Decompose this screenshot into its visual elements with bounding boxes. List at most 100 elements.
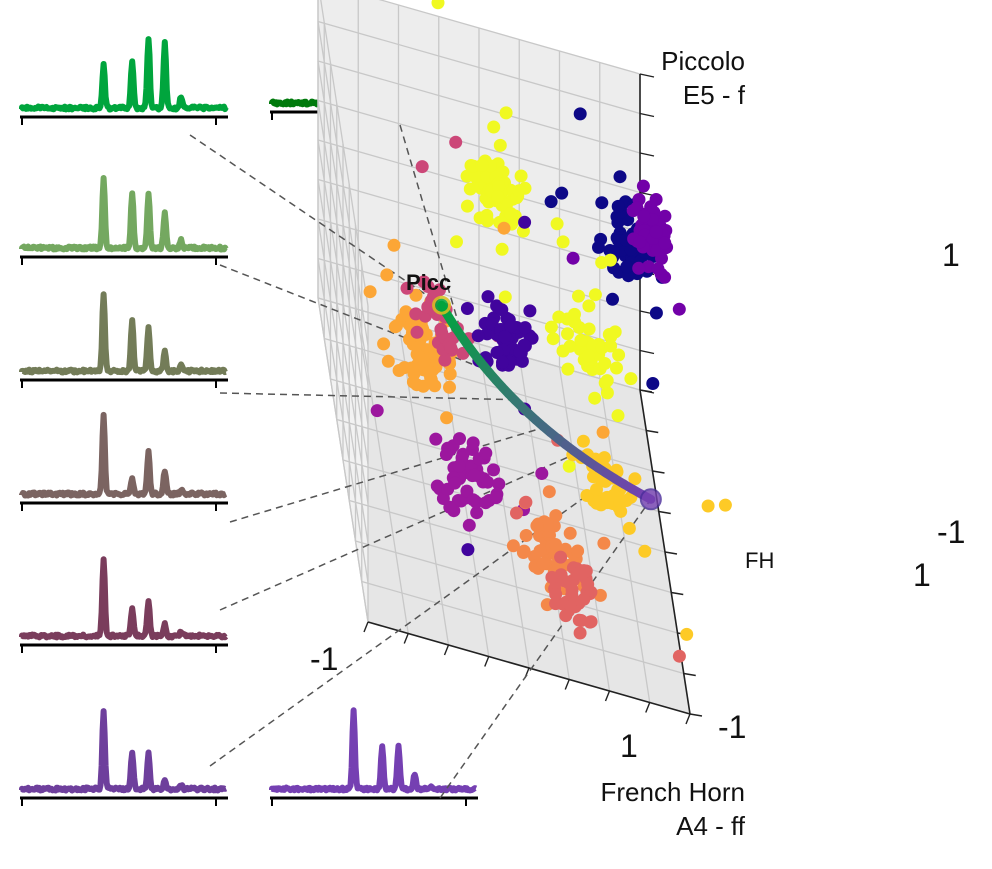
- scatter-point: [481, 214, 494, 228]
- scatter-point: [549, 587, 563, 601]
- scatter-point: [552, 310, 566, 324]
- scatter-point: [448, 476, 462, 490]
- scatter-point: [495, 242, 509, 256]
- gridline: [320, 0, 369, 307]
- scatter-point: [680, 627, 694, 641]
- scatter-point: [649, 193, 663, 206]
- y-tick-mark: [652, 470, 665, 474]
- scatter-point: [628, 472, 642, 486]
- scatter-point: [672, 649, 686, 663]
- scatter-point: [535, 467, 549, 480]
- scatter-point: [387, 238, 401, 252]
- scatter-point: [588, 288, 602, 302]
- scatter-point: [409, 288, 423, 302]
- connector-line: [219, 392, 515, 401]
- scatter-point: [363, 285, 377, 299]
- scatter-point: [438, 353, 452, 367]
- scatter-point: [600, 496, 614, 510]
- y-tick-right: 1: [913, 557, 931, 593]
- gridline: [317, 139, 369, 465]
- spectrum-curve: [19, 175, 229, 253]
- scatter-point: [435, 326, 449, 340]
- x-tick-mark: [403, 633, 409, 644]
- scatter-point: [573, 107, 587, 121]
- scatter-point: [582, 322, 596, 336]
- scatter-point: [582, 349, 595, 363]
- scatter-point: [672, 302, 686, 316]
- scatter-point: [493, 138, 507, 152]
- scatter-point: [620, 260, 634, 274]
- scatter-point: [496, 355, 509, 369]
- scatter-point: [598, 357, 612, 370]
- gridline: [378, 0, 641, 75]
- spectrum-curve: [19, 36, 229, 113]
- scatter-point: [624, 372, 638, 386]
- scatter-point: [450, 235, 463, 249]
- gridline: [317, 20, 641, 115]
- bottom-note: A4 - ff: [676, 811, 745, 841]
- spectrum-curve: [19, 291, 228, 376]
- bottom-instrument: French Horn: [600, 777, 746, 807]
- connector-line: [439, 498, 652, 799]
- x-tick-right: 1: [620, 728, 638, 764]
- scatter-point: [540, 519, 554, 533]
- scatter-point: [462, 518, 476, 532]
- scatter-point: [571, 544, 585, 558]
- scatter-point: [533, 544, 547, 558]
- scatter-point: [429, 432, 443, 446]
- scatter-point: [377, 337, 391, 351]
- scatter-point: [460, 199, 474, 213]
- y-tick-mark: [664, 551, 678, 555]
- axis-tick-labels: 1 -1 1 -1 -1 1 Picc FH: [310, 237, 965, 764]
- z-tick-mark: [639, 112, 655, 118]
- interpolation-path: [432, 295, 662, 511]
- scatter-point: [611, 199, 625, 213]
- scatter-point: [439, 448, 453, 461]
- gridline: [317, 21, 369, 346]
- scatter-point: [590, 483, 603, 496]
- scatter-point: [411, 349, 425, 363]
- scatter-point: [622, 521, 636, 535]
- spectrum-curve: [269, 707, 478, 794]
- gridline: [355, 540, 678, 634]
- z-tick-mark: [639, 349, 655, 355]
- connector-line: [189, 134, 442, 306]
- scatter-point: [602, 328, 616, 341]
- top-right-caption: Piccolo E5 - f: [661, 44, 745, 112]
- path-start-label: Picc: [406, 270, 451, 295]
- scatter-point: [490, 346, 504, 359]
- gridline: [317, 100, 369, 425]
- spectrum-panel: [19, 175, 229, 265]
- scatter-point: [595, 196, 609, 210]
- scatter-point: [581, 577, 595, 591]
- scatter-point: [614, 504, 628, 518]
- scatter-point: [638, 544, 652, 558]
- scatter-point: [517, 544, 531, 558]
- scatter-point: [588, 391, 602, 405]
- scatter-point: [544, 320, 558, 334]
- scatter-point: [400, 281, 414, 295]
- scatter-point: [417, 275, 431, 289]
- scatter-point: [550, 217, 564, 231]
- scatter-point: [579, 564, 593, 578]
- scatter-point: [481, 290, 495, 304]
- scatter-point: [517, 338, 531, 352]
- scatter-point: [440, 411, 454, 425]
- y-tick-mark: [646, 429, 659, 434]
- spectrum-panel: [19, 556, 229, 653]
- scatter-point: [562, 459, 576, 473]
- scatter-point: [592, 240, 605, 254]
- scatter-point: [475, 158, 489, 172]
- scatter-point: [590, 496, 604, 510]
- scatter-point: [492, 180, 506, 194]
- scatter-point: [380, 268, 394, 282]
- scatter-point: [518, 321, 532, 335]
- scatter-point: [444, 341, 458, 355]
- spectra-panels: [19, 24, 478, 806]
- spectrum-panel: [19, 708, 228, 806]
- y-tick-mark: [658, 510, 671, 515]
- scatter-point: [574, 333, 588, 347]
- scatter-point: [596, 425, 610, 439]
- x-tick-mark: [564, 679, 570, 690]
